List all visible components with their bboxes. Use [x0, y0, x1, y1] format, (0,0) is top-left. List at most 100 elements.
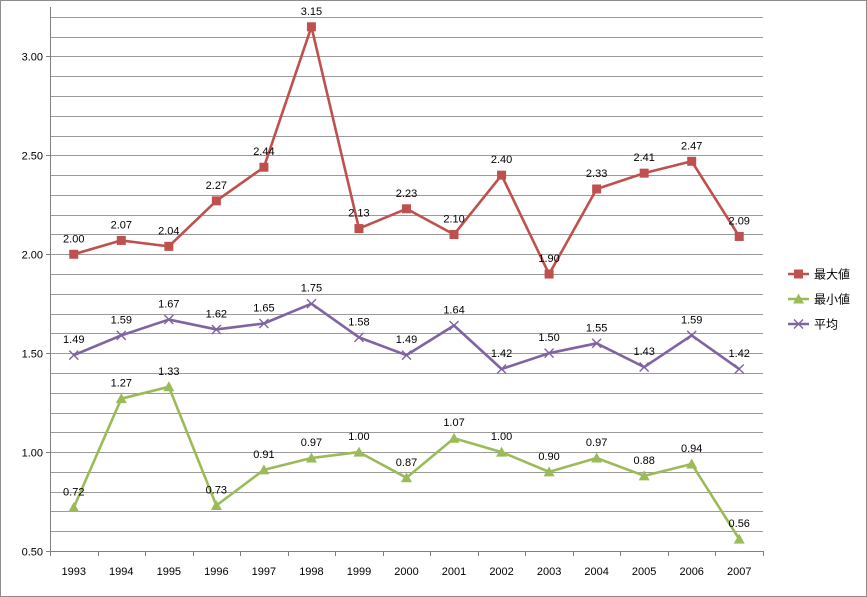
data-label-max: 2.40: [491, 154, 512, 166]
data-point-min: [210, 500, 222, 511]
data-point-min: [591, 452, 603, 463]
data-point-max: [402, 204, 411, 214]
series-layer: [68, 22, 745, 544]
data-point-max: [544, 269, 554, 279]
data-label-max: 2.10: [443, 213, 464, 225]
data-point-min: [115, 393, 127, 404]
data-point-min: [68, 501, 80, 512]
data-point-min: [305, 452, 317, 463]
x-tick-label: 1998: [299, 566, 323, 578]
data-label-min: 0.87: [396, 457, 417, 469]
data-point-max: [687, 156, 697, 166]
data-point-max: [259, 162, 269, 172]
data-label-avg: 1.59: [681, 314, 702, 326]
data-point-avg: [686, 330, 697, 341]
x-tick-label: 1999: [347, 566, 371, 578]
legend-label-min: 最小値: [814, 292, 850, 307]
data-label-min: 1.07: [443, 417, 464, 429]
data-label-max: 2.07: [111, 219, 132, 231]
data-label-avg: 1.58: [348, 316, 369, 328]
y-tick-label: 0.50: [22, 547, 43, 559]
data-label-min: 0.73: [206, 485, 227, 497]
data-point-avg: [449, 320, 460, 331]
y-tick-label: 2.00: [22, 250, 43, 262]
data-label-avg: 1.49: [63, 334, 84, 346]
data-point-avg: [211, 324, 222, 335]
x-tick-label: 1995: [157, 566, 181, 578]
data-point-avg: [68, 350, 79, 361]
data-point-avg: [306, 298, 317, 309]
data-label-avg: 1.50: [538, 332, 559, 344]
data-label-max: 2.13: [348, 208, 369, 220]
legend-marker-min: [793, 293, 804, 304]
data-label-max: 1.90: [538, 253, 559, 265]
data-point-max: [449, 229, 459, 239]
data-point-min: [163, 381, 175, 392]
data-point-max: [211, 196, 221, 206]
x-tick-label: 2000: [394, 566, 418, 578]
data-point-max: [306, 22, 316, 32]
data-label-avg: 1.42: [491, 348, 512, 360]
data-label-avg: 1.43: [633, 346, 654, 358]
data-label-avg: 1.64: [443, 304, 464, 316]
y-tick-label: 1.00: [22, 448, 43, 460]
data-label-max: 3.15: [301, 6, 322, 18]
data-label-avg: 1.59: [111, 314, 132, 326]
legend-marker-max: [794, 269, 803, 279]
data-label-min: 0.56: [729, 518, 750, 530]
data-point-min: [401, 472, 412, 483]
x-tick-label: 2002: [489, 566, 513, 578]
data-label-min: 0.88: [633, 455, 654, 467]
data-point-min: [638, 470, 650, 481]
data-point-avg: [163, 314, 174, 325]
data-point-avg: [734, 364, 745, 375]
data-label-min: 1.33: [158, 366, 179, 378]
data-point-max: [69, 249, 79, 259]
data-label-min: 0.90: [538, 451, 559, 463]
data-label-avg: 1.62: [206, 308, 227, 320]
data-point-min: [686, 458, 698, 469]
data-label-max: 2.23: [396, 188, 417, 200]
data-point-avg: [496, 364, 507, 375]
data-point-max: [497, 170, 507, 180]
data-point-max: [592, 184, 602, 194]
x-tick-label: 2003: [537, 566, 561, 578]
data-label-avg: 1.67: [158, 299, 179, 311]
data-label-avg: 1.55: [586, 322, 607, 334]
data-label-min: 0.72: [63, 486, 84, 498]
data-point-avg: [258, 318, 269, 329]
x-tick-label: 1996: [204, 566, 228, 578]
data-label-max: 2.00: [63, 233, 84, 245]
x-tick-label: 2007: [727, 566, 751, 578]
data-point-min: [353, 446, 365, 457]
data-label-min: 0.97: [301, 437, 322, 449]
y-tick-label: 2.50: [22, 151, 43, 163]
data-point-min: [496, 446, 508, 457]
data-point-avg: [353, 332, 364, 343]
data-point-max: [639, 168, 649, 178]
data-point-avg: [116, 330, 127, 341]
data-label-min: 0.97: [586, 437, 607, 449]
axis-layer: 0.50 1.00 1.50 2.00 2.50 3.00 1993 1994 1995 1996…: [22, 7, 764, 578]
x-tick-label: 1993: [62, 566, 86, 578]
data-point-max: [116, 235, 126, 245]
data-label-avg: 1.49: [396, 334, 417, 346]
x-tick-label: 2004: [584, 566, 608, 578]
label-layer: 2.00 2.07 2.04 2.27 2.44 3.15 2.13 2.23 2.10 2.40…: [63, 6, 750, 530]
data-label-avg: 1.65: [253, 303, 274, 315]
data-point-min: [258, 464, 270, 475]
data-label-max: 2.09: [729, 215, 750, 227]
data-point-avg: [639, 362, 650, 373]
data-point-avg: [544, 348, 555, 359]
x-tick-label: 2005: [632, 566, 656, 578]
data-label-avg: 1.42: [729, 348, 750, 360]
data-point-max: [354, 224, 364, 234]
data-label-min: 1.00: [491, 431, 512, 443]
legend-label-avg: 平均: [814, 318, 838, 332]
data-point-min: [543, 466, 555, 477]
data-label-max: 2.33: [586, 168, 607, 180]
data-point-max: [734, 231, 744, 241]
x-tick-label: 1997: [252, 566, 276, 578]
